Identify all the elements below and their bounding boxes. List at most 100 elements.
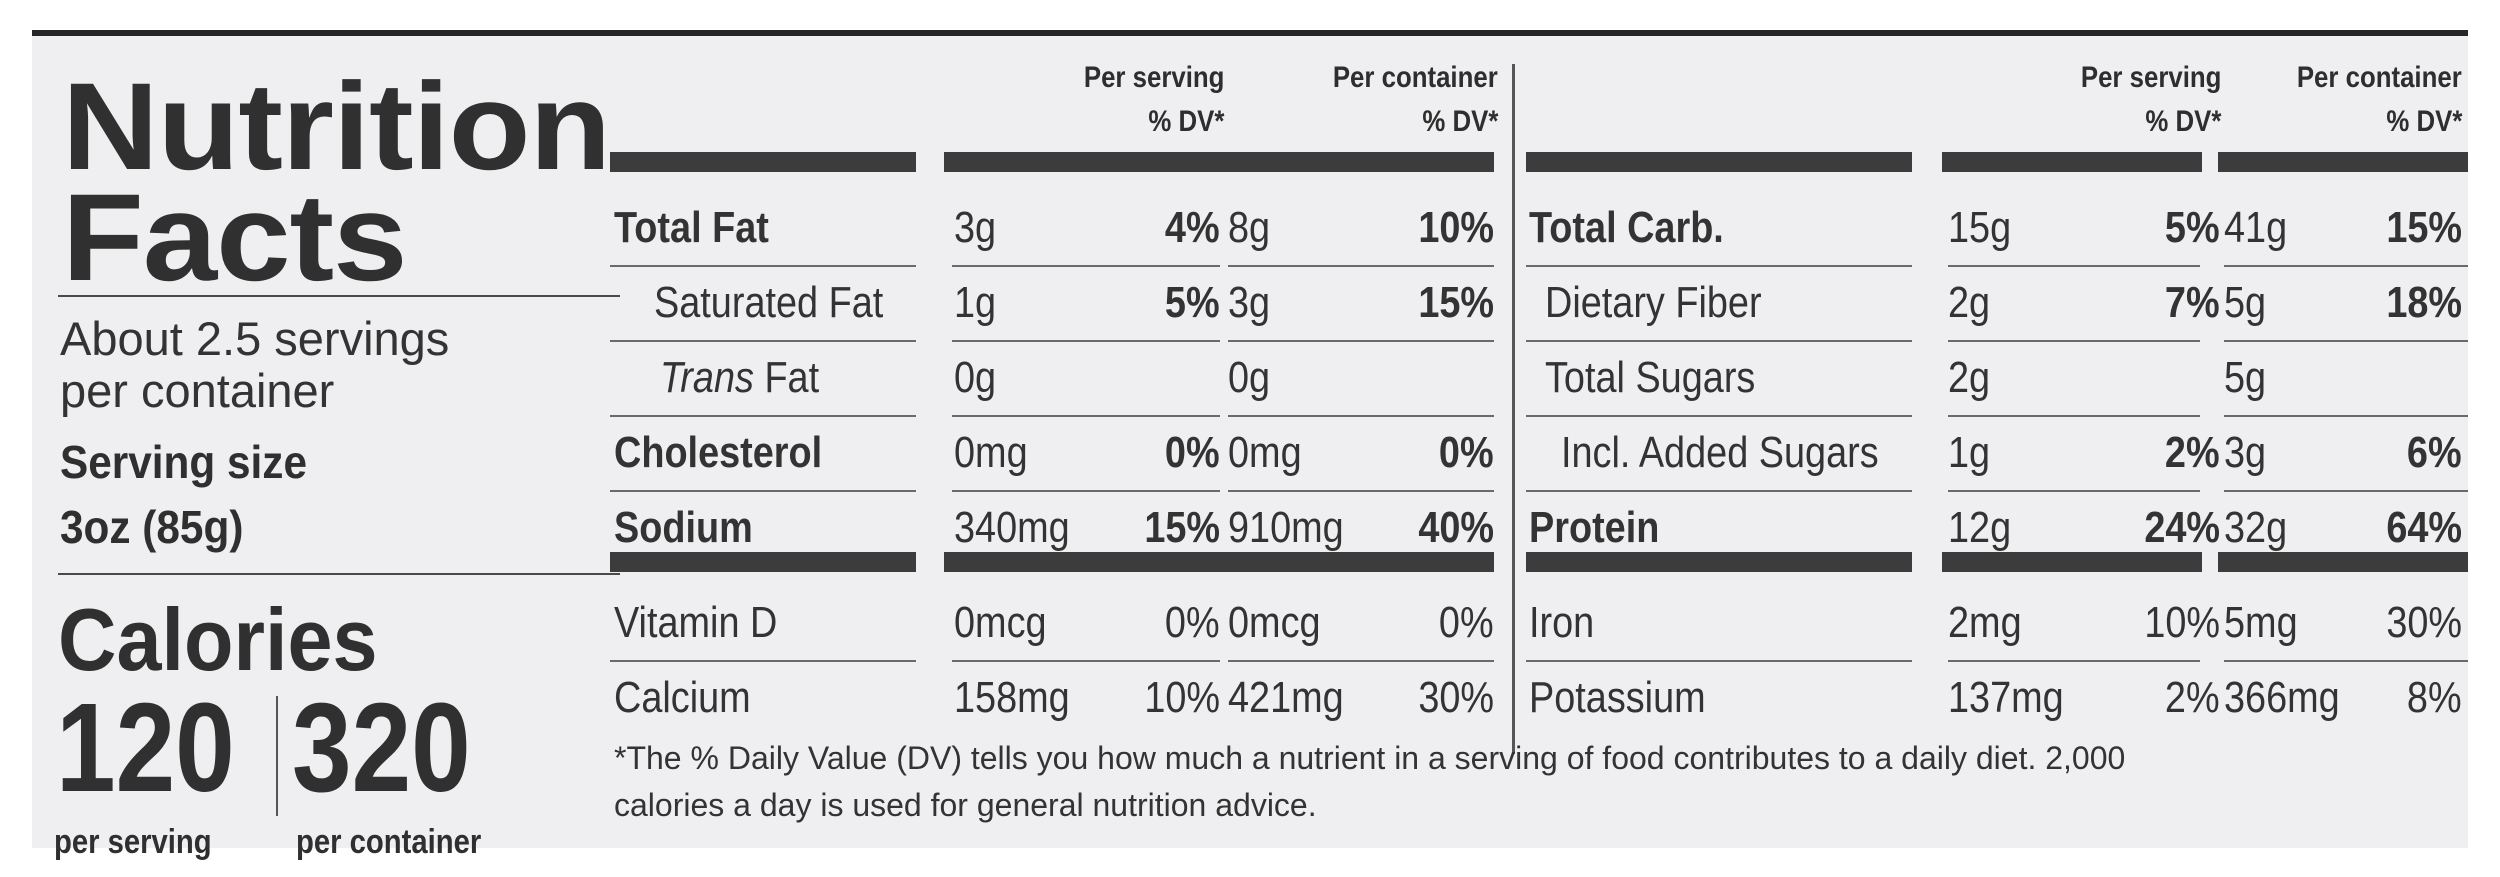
right-top-thick-bar (1526, 152, 1912, 172)
right-row-divider (1526, 660, 1912, 662)
left-nutrient-name: Sodium (614, 503, 753, 552)
divider (58, 295, 620, 297)
top-border (32, 30, 2468, 36)
left-mid-thick-bar (944, 552, 1220, 572)
nutrient-name-rest: Fat (753, 353, 820, 402)
left-row-divider (610, 660, 916, 662)
right-per-container-amount: 5g (2224, 278, 2267, 327)
left-per-serving-dv-header: % DV* (1148, 105, 1224, 138)
right-row-divider (1526, 265, 1912, 267)
left-per-container-header: Per container (1333, 61, 1498, 94)
left-per-container-amount: 0mg (1228, 428, 1302, 477)
left-per-serving-amount: 0g (954, 353, 997, 402)
per-container-label: per container (296, 823, 482, 861)
right-per-container-dv: 8% (2407, 673, 2462, 722)
right-row-divider (1948, 265, 2200, 267)
right-per-serving-amount: 12g (1948, 503, 2012, 552)
left-per-container-amount: 0g (1228, 353, 1271, 402)
right-per-container-dv: 15% (2386, 203, 2462, 252)
right-per-serving-header: Per serving (2080, 61, 2221, 94)
nutrition-facts-label: Nutrition Facts About 2.5 servings per c… (32, 30, 2468, 861)
right-per-serving-amount: 15g (1948, 203, 2012, 252)
right-per-serving-amount: 2g (1948, 278, 1991, 327)
per-serving-label: per serving (54, 823, 212, 861)
right-nutrient-name: Total Carb. (1529, 203, 1724, 252)
right-per-container-dv-header: % DV* (2386, 105, 2462, 138)
left-top-thick-bar (1220, 152, 1494, 172)
left-row-divider (1228, 490, 1494, 492)
left-per-container-dv-header: % DV* (1422, 105, 1498, 138)
right-row-divider (1948, 340, 2200, 342)
right-top-thick-bar (2218, 152, 2468, 172)
left-per-container-dv: 10% (1418, 203, 1494, 252)
right-per-container-dv: 30% (2386, 598, 2462, 647)
left-row-divider (1228, 660, 1494, 662)
right-per-serving-dv: 2% (2165, 673, 2220, 722)
right-per-container-amount: 366mg (2224, 673, 2340, 722)
left-per-container-amount: 3g (1228, 278, 1271, 327)
left-nutrient-name: Vitamin D (614, 598, 778, 647)
right-row-divider (2224, 265, 2468, 267)
left-row-divider (952, 660, 1220, 662)
left-per-serving-dv: 15% (1144, 503, 1220, 552)
left-per-serving-amount: 1g (954, 278, 997, 327)
left-per-container-dv: 15% (1418, 278, 1494, 327)
left-per-container-amount: 421mg (1228, 673, 1344, 722)
right-per-serving-dv: 5% (2165, 203, 2220, 252)
nutrient-name-italic: Trans (660, 353, 754, 402)
left-row-divider (1228, 415, 1494, 417)
left-row-divider (1228, 340, 1494, 342)
left-row-divider (952, 340, 1220, 342)
left-per-container-amount: 0mcg (1228, 598, 1321, 647)
left-nutrient-name: Total Fat (614, 203, 769, 252)
left-per-container-dv: 0% (1439, 428, 1494, 477)
left-row-divider (610, 415, 916, 417)
right-per-container-amount: 32g (2224, 503, 2288, 552)
right-per-serving-amount: 137mg (1948, 673, 2064, 722)
left-row-divider (1228, 265, 1494, 267)
right-row-divider (2224, 660, 2468, 662)
right-row-divider (2224, 340, 2468, 342)
left-per-serving-amount: 3g (954, 203, 997, 252)
right-per-serving-dv-header: % DV* (2145, 105, 2221, 138)
right-per-serving-dv: 7% (2165, 278, 2220, 327)
left-row-divider (952, 415, 1220, 417)
left-per-serving-amount: 340mg (954, 503, 1070, 552)
right-mid-thick-bar (1942, 552, 2202, 572)
left-per-serving-dv: 4% (1165, 203, 1220, 252)
left-top-thick-bar (944, 152, 1220, 172)
right-row-divider (1948, 490, 2200, 492)
servings-per-container-line1: About 2.5 servings (60, 312, 450, 365)
right-per-serving-dv: 24% (2144, 503, 2220, 552)
left-per-serving-header: Per serving (1083, 61, 1224, 94)
right-per-container-amount: 3g (2224, 428, 2267, 477)
right-mid-thick-bar (2218, 552, 2468, 572)
left-row-divider (610, 340, 916, 342)
calories-label: Calories (58, 590, 378, 689)
left-per-container-dv: 40% (1418, 503, 1494, 552)
right-per-container-dv: 18% (2386, 278, 2462, 327)
calories-per-serving: 120 (56, 677, 235, 818)
right-row-divider (1526, 490, 1912, 492)
left-mid-thick-bar (610, 552, 916, 572)
left-nutrient-name: Calcium (614, 673, 751, 722)
left-nutrient-name: Cholesterol (614, 428, 823, 477)
calories-divider (276, 696, 278, 816)
right-row-divider (1948, 660, 2200, 662)
right-nutrient-name: Total Sugars (1545, 353, 1756, 402)
right-top-thick-bar (1942, 152, 2202, 172)
right-row-divider (1526, 340, 1912, 342)
left-per-serving-dv: 10% (1144, 673, 1220, 722)
left-per-serving-dv: 0% (1165, 598, 1220, 647)
left-mid-thick-bar (1220, 552, 1494, 572)
serving-size-label: Serving size (60, 436, 307, 488)
right-row-divider (1948, 415, 2200, 417)
left-per-container-amount: 910mg (1228, 503, 1344, 552)
right-nutrient-name: Iron (1529, 598, 1595, 647)
column-divider (1512, 64, 1515, 754)
left-per-container-dv: 0% (1439, 598, 1494, 647)
serving-size-value: 3oz (85g) (60, 501, 244, 553)
right-per-serving-dv: 10% (2144, 598, 2220, 647)
left-per-serving-dv: 0% (1165, 428, 1220, 477)
right-per-container-amount: 5mg (2224, 598, 2298, 647)
